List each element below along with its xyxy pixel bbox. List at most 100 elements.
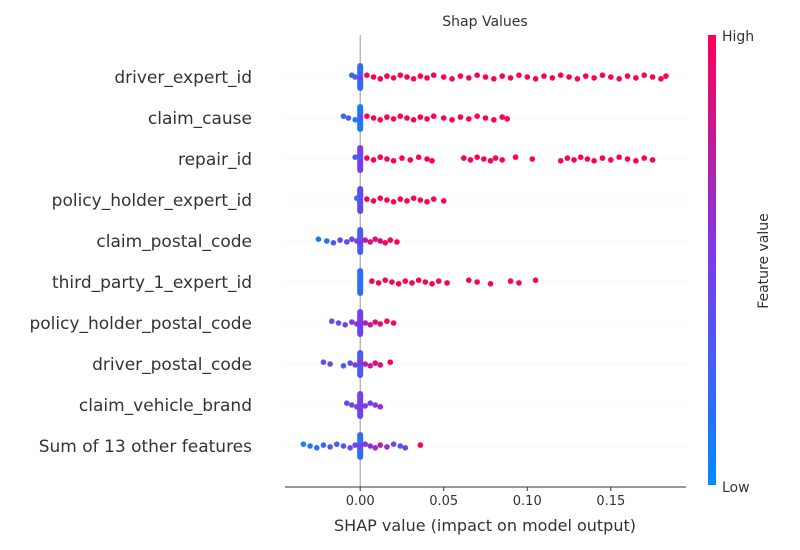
shap-point	[390, 75, 397, 81]
shap-point	[457, 73, 464, 79]
shap-point	[384, 156, 390, 162]
shap-point	[384, 197, 390, 203]
shap-point	[390, 441, 397, 448]
shap-point	[410, 117, 417, 123]
shap-point	[591, 75, 597, 81]
shap-point	[377, 76, 384, 82]
shap-point	[504, 116, 511, 122]
shap-point	[364, 155, 370, 161]
shap-point	[377, 117, 384, 123]
feature-label: policy_holder_postal_code	[29, 314, 252, 334]
shap-point	[357, 359, 363, 366]
shap-point	[402, 445, 409, 451]
shap-point	[369, 278, 375, 284]
shap-point	[409, 280, 415, 286]
shap-point	[330, 240, 337, 246]
shap-point	[599, 155, 606, 161]
shap-point	[429, 158, 435, 164]
shap-point	[334, 441, 340, 448]
shap-point	[372, 445, 379, 451]
shap-point	[557, 158, 564, 164]
shap-point	[417, 197, 424, 203]
shap-point	[377, 321, 384, 327]
shap-point	[364, 72, 370, 78]
x-tick-label: 0.10	[513, 494, 542, 509]
shap-point	[387, 237, 394, 243]
shap-point	[599, 72, 606, 78]
shap-point	[582, 73, 589, 79]
shap-point	[397, 72, 404, 78]
shap-point	[370, 74, 377, 80]
shap-point	[347, 445, 353, 451]
shap-point	[340, 443, 347, 449]
shap-point	[367, 239, 374, 245]
shap-point	[474, 113, 480, 119]
shap-point	[507, 75, 514, 81]
shap-point	[372, 402, 379, 408]
shap-point	[382, 240, 389, 246]
shap-point	[417, 442, 424, 448]
feature-row: repair_id	[178, 145, 686, 173]
shap-point	[430, 72, 437, 78]
feature-row: claim_postal_code	[96, 227, 686, 255]
shap-point	[372, 360, 379, 366]
shap-point	[404, 74, 410, 80]
shap-point	[375, 280, 382, 286]
colorbar	[708, 35, 716, 485]
shap-point	[663, 73, 669, 79]
shap-point	[367, 363, 374, 369]
feature-rows: driver_expert_id claim_cause repair_idpoli…	[29, 35, 686, 487]
shap-point	[394, 239, 400, 245]
shap-point	[424, 199, 430, 205]
shap-point	[357, 116, 363, 122]
feature-label: claim_cause	[148, 109, 252, 129]
shap-point	[435, 278, 442, 284]
x-axis-label: SHAP value (impact on model output)	[334, 516, 636, 535]
shap-point	[372, 319, 379, 325]
feature-row: Sum of 13 other features	[39, 432, 686, 460]
shap-point	[315, 236, 322, 242]
feature-label: policy_holder_expert_id	[52, 191, 252, 211]
shap-point	[362, 441, 369, 448]
shap-point	[395, 281, 402, 287]
shap-point	[440, 115, 447, 121]
shap-point	[349, 236, 355, 242]
shap-point	[415, 154, 422, 160]
shap-point	[440, 74, 447, 80]
x-tick-label: 0.15	[596, 494, 625, 509]
shap-point	[347, 360, 353, 366]
shap-point	[367, 400, 374, 407]
shap-point	[307, 443, 313, 449]
shap-point	[349, 402, 355, 408]
shap-point	[377, 442, 384, 448]
shap-point	[352, 362, 358, 368]
shap-point	[357, 401, 363, 407]
shap-point	[357, 199, 363, 205]
shap-point	[608, 157, 614, 163]
shap-point	[482, 115, 489, 121]
shap-point	[422, 279, 429, 285]
shap-point	[300, 441, 307, 448]
shap-point	[474, 72, 480, 78]
shap-point	[491, 76, 497, 82]
shap-point	[357, 281, 363, 287]
shap-point	[529, 156, 536, 162]
shap-point	[541, 73, 547, 79]
shap-point	[397, 196, 404, 202]
shap-point	[370, 157, 377, 163]
shap-point	[352, 154, 358, 160]
feature-label: claim_vehicle_brand	[79, 396, 252, 416]
shap-point	[335, 320, 342, 326]
shap-point	[440, 198, 447, 204]
shap-point	[349, 319, 355, 325]
shap-point	[577, 154, 584, 160]
shap-point	[377, 154, 384, 160]
shap-point	[384, 444, 390, 450]
feature-row: third_party_1_expert_id	[52, 268, 686, 296]
feature-label: third_party_1_expert_id	[52, 273, 252, 293]
shap-point	[357, 444, 363, 450]
shap-point	[370, 115, 377, 121]
shap-point	[424, 75, 430, 81]
shap-point	[449, 117, 455, 123]
shap-point	[364, 196, 370, 202]
